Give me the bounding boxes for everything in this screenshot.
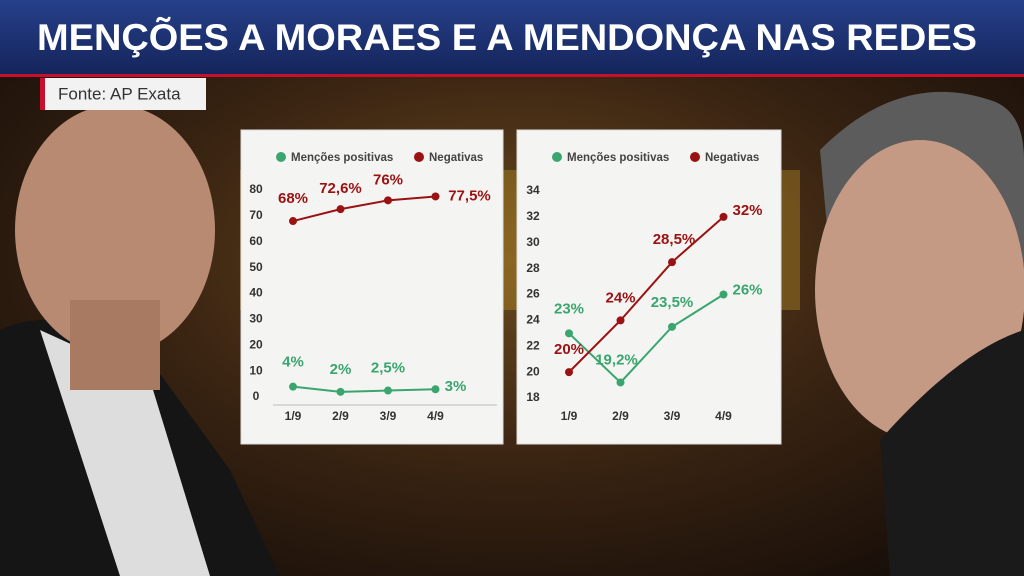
data-label: 23,5% [651, 294, 694, 311]
legend-label: Negativas [429, 152, 483, 164]
x-tick-label: 3/9 [380, 409, 397, 423]
data-point [719, 290, 728, 299]
data-point [289, 382, 297, 391]
data-label: 76% [373, 171, 403, 188]
y-tick-label: 18 [526, 390, 540, 404]
y-tick-label: 30 [249, 312, 263, 326]
legend-marker [690, 152, 700, 162]
data-label: 28,5% [653, 231, 696, 248]
data-label: 77,5% [448, 187, 491, 204]
x-tick-label: 2/9 [612, 409, 629, 423]
data-point [719, 212, 728, 221]
x-tick-label: 3/9 [664, 409, 681, 423]
y-tick-label: 20 [526, 364, 540, 378]
x-tick-label: 1/9 [561, 409, 578, 423]
data-point [431, 385, 440, 394]
data-label: 4% [282, 354, 304, 371]
data-label: 2% [330, 361, 352, 378]
title-bar [0, 0, 1024, 76]
y-tick-label: 22 [526, 338, 540, 352]
series-line [568, 216, 725, 373]
y-tick-label: 70 [249, 208, 263, 222]
series-line [292, 385, 436, 393]
y-tick-label: 10 [249, 363, 263, 377]
data-label: 26% [732, 281, 762, 298]
x-tick-label: 1/9 [285, 409, 302, 423]
data-point [565, 368, 573, 377]
data-point [668, 258, 676, 267]
data-point [384, 196, 392, 205]
data-label: 72,6% [319, 180, 362, 197]
title-rule [0, 74, 1024, 77]
y-tick-label: 32 [526, 209, 540, 223]
legend-marker [552, 152, 562, 162]
x-tick-label: 4/9 [427, 409, 444, 423]
data-label: 32% [732, 202, 762, 219]
data-point [336, 387, 345, 396]
y-tick-label: 34 [526, 183, 540, 197]
y-tick-label: 28 [526, 261, 540, 275]
data-label: 23% [554, 300, 584, 317]
y-tick-label: 40 [249, 286, 263, 300]
page-title: MENÇÕES A MORAES E A MENDONÇA NAS REDES [37, 16, 977, 58]
data-label: 20% [554, 341, 584, 358]
data-point [616, 378, 625, 387]
legend-marker [414, 152, 424, 162]
y-tick-label: 80 [249, 182, 263, 196]
data-point [668, 322, 676, 331]
x-tick-label: 4/9 [715, 409, 732, 423]
data-label: 24% [605, 289, 635, 306]
source-box [40, 78, 206, 110]
data-label: 19,2% [595, 351, 638, 368]
y-tick-label: 30 [526, 235, 540, 249]
y-tick-label: 24 [526, 313, 540, 327]
legend-marker [276, 152, 286, 162]
y-tick-label: 50 [249, 260, 263, 274]
y-tick-label: 20 [249, 337, 263, 351]
data-label: 3% [445, 378, 467, 395]
y-tick-label: 26 [526, 287, 540, 301]
data-point [565, 329, 573, 338]
source-accent [40, 78, 45, 110]
data-label: 2,5% [371, 360, 405, 377]
legend-label: Menções positivas [291, 152, 393, 164]
data-point [336, 205, 345, 214]
x-tick-label: 2/9 [332, 409, 349, 423]
data-point [384, 386, 392, 395]
legend-label: Negativas [705, 152, 759, 164]
person-right [815, 91, 1024, 576]
data-point [289, 217, 297, 226]
data-point [616, 316, 625, 325]
series-line [568, 293, 725, 384]
legend-label: Menções positivas [567, 152, 669, 164]
data-label: 68% [278, 190, 308, 207]
data-point [431, 192, 440, 201]
person-left [0, 105, 280, 576]
series-line [292, 195, 436, 223]
source: Fonte: AP Exata [58, 84, 181, 103]
y-tick-label: 60 [249, 234, 263, 248]
y-tick-label: 0 [253, 389, 260, 403]
